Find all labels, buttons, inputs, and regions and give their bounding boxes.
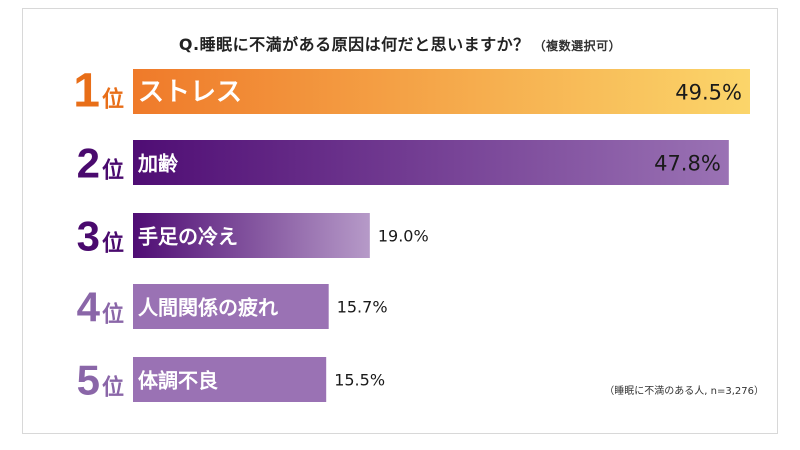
rank-number: 3 bbox=[77, 213, 100, 260]
rank-number: 4 bbox=[77, 284, 101, 331]
value-label-4: 15.7% bbox=[337, 298, 388, 317]
bar-1 bbox=[133, 69, 750, 114]
rank-number: 5 bbox=[77, 357, 100, 404]
chart-title: Q.睡眠に不満がある原因は何だと思いますか？ （複数選択可） bbox=[0, 31, 800, 55]
bar-5 bbox=[133, 357, 327, 402]
bar-3 bbox=[133, 213, 370, 258]
rank-label-4: 4位 bbox=[77, 284, 124, 331]
value-label-3: 19.0% bbox=[378, 227, 429, 246]
rank-suffix: 位 bbox=[102, 231, 124, 256]
rank-label-3: 3位 bbox=[77, 213, 124, 260]
rank-number: 1 bbox=[73, 65, 100, 118]
category-label-2: 加齢 bbox=[137, 152, 179, 176]
rank-label-5: 5位 bbox=[77, 357, 124, 404]
question-subtitle: （複数選択可） bbox=[533, 39, 622, 53]
chart-frame bbox=[22, 8, 778, 434]
rank-suffix: 位 bbox=[102, 375, 124, 400]
rank-suffix: 位 bbox=[102, 302, 124, 327]
bar-2 bbox=[133, 140, 729, 185]
rank-label-1: 1位 bbox=[73, 65, 124, 118]
value-label-5: 15.5% bbox=[334, 371, 385, 390]
rank-number: 2 bbox=[77, 140, 100, 187]
question-title: Q.睡眠に不満がある原因は何だと思いますか？ bbox=[178, 35, 530, 54]
bar-4 bbox=[133, 284, 329, 329]
category-label-3: 手足の冷え bbox=[138, 225, 238, 249]
category-label-1: ストレス bbox=[138, 78, 242, 108]
value-label-2: 47.8% bbox=[654, 152, 721, 176]
value-label-1: 49.5% bbox=[675, 81, 742, 105]
rank-suffix: 位 bbox=[102, 87, 124, 112]
rank-suffix: 位 bbox=[102, 158, 124, 183]
sample-note: （睡眠に不満のある人, n=3,276） bbox=[604, 386, 764, 397]
category-label-5: 体調不良 bbox=[138, 369, 218, 393]
category-label-4: 人間関係の疲れ bbox=[138, 296, 278, 320]
rank-label-2: 2位 bbox=[77, 140, 124, 187]
